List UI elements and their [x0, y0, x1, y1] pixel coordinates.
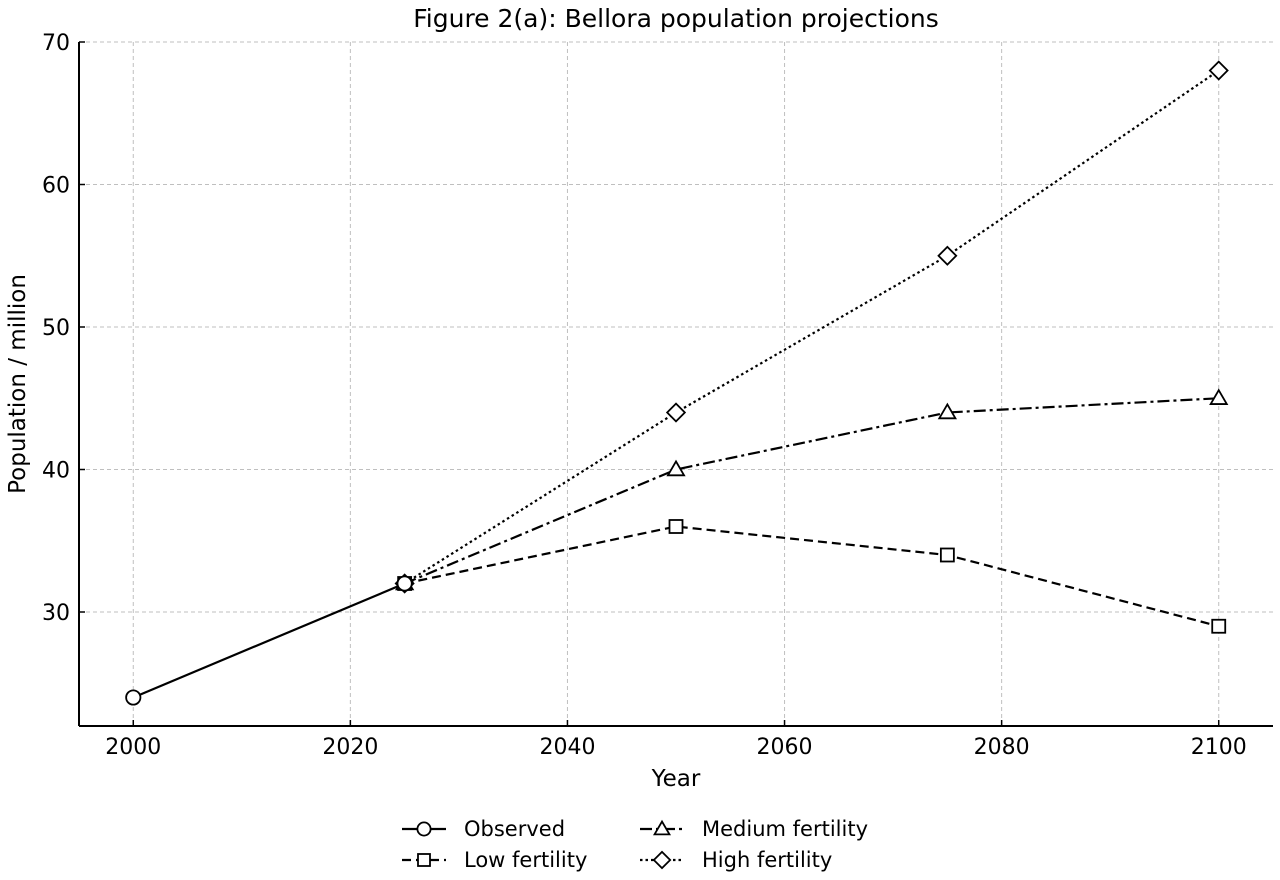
x-axis-title: Year: [651, 766, 701, 792]
legend: Observed Low fertility Medium fertility Hig…: [402, 817, 868, 872]
legend-item-low-fertility: Low fertility: [402, 848, 587, 872]
data-point-medium-fertility: [1209, 388, 1229, 405]
y-tick-label: 50: [42, 316, 70, 341]
series-line-low-fertility: [404, 525, 1220, 628]
legend-marker: [652, 819, 672, 836]
legend-marker: [652, 850, 672, 870]
legend-label: Low fertility: [464, 848, 587, 872]
data-point-low-fertility: [668, 519, 684, 534]
data-point-observed: [396, 575, 413, 592]
y-axis-title: Population / million: [5, 274, 31, 494]
x-tick-label: 2040: [539, 735, 595, 760]
data-point-low-fertility: [1211, 618, 1227, 634]
data-point-low-fertility: [939, 547, 955, 563]
x-tick-label: 2000: [105, 735, 161, 760]
series-line-medium-fertility: [404, 397, 1219, 585]
x-tick-label: 2100: [1191, 735, 1247, 760]
chart-title: Figure 2(a): Bellora population projecti…: [413, 4, 939, 33]
x-tick-label: 2020: [322, 735, 378, 760]
axes: 2000 2020 2040 2060 2080 2100 30 40 50 60 70: [42, 31, 1273, 760]
series-lines: [125, 60, 1229, 706]
legend-label: High fertility: [702, 848, 832, 872]
legend-label: Medium fertility: [702, 817, 868, 841]
legend-label: Observed: [464, 817, 565, 841]
data-point-medium-fertility: [666, 459, 686, 477]
series-line-observed: [132, 582, 406, 699]
legend-item-observed: Observed: [402, 817, 565, 841]
y-tick-label: 40: [42, 459, 70, 484]
data-point-high-fertility: [1208, 60, 1229, 81]
data-point-high-fertility: [937, 245, 958, 266]
data-point-high-fertility: [665, 402, 687, 423]
x-tick-label: 2060: [757, 735, 813, 760]
legend-item-medium-fertility: Medium fertility: [640, 817, 868, 841]
x-tick-label: 2080: [974, 735, 1030, 760]
legend-item-high-fertility: High fertility: [640, 848, 832, 872]
y-tick-label: 70: [42, 31, 70, 56]
grid: [79, 41, 1273, 726]
series-line-high-fertility: [404, 69, 1220, 585]
data-point-medium-fertility: [937, 402, 957, 420]
y-tick-label: 60: [42, 174, 70, 199]
legend-marker: [417, 853, 431, 867]
y-tick-label: 30: [42, 601, 70, 626]
data-point-observed: [125, 689, 142, 706]
legend-marker: [416, 821, 432, 837]
